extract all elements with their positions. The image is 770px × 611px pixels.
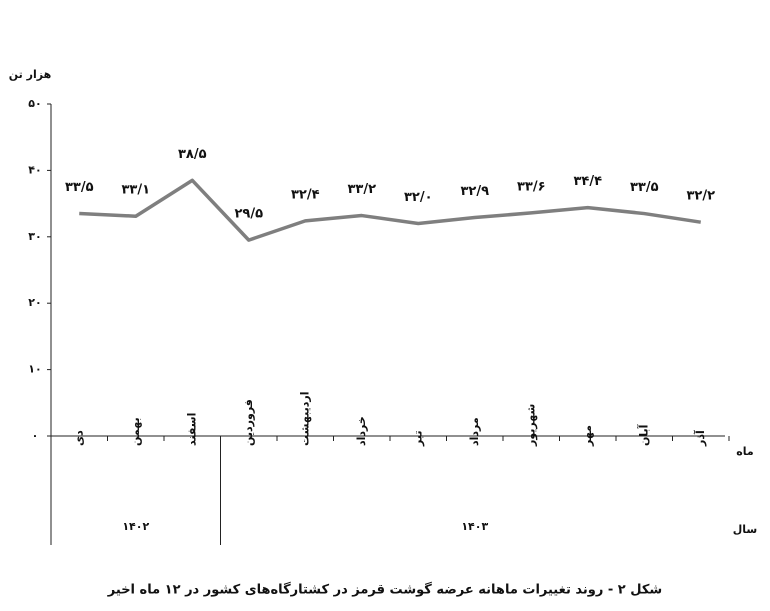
data-label: ۳۲/۰ bbox=[404, 190, 433, 205]
y-tick-label: ۵۰ bbox=[28, 97, 41, 110]
x-tick-label: تیر bbox=[411, 431, 424, 447]
chart-title: شکل ۲ - روند تغییرات ماهانه عرضه گوشت قر… bbox=[107, 582, 662, 598]
x-tick-label: بهمن bbox=[129, 417, 142, 446]
data-label: ۳۴/۴ bbox=[573, 174, 602, 189]
y-tick-label: ۰ bbox=[32, 429, 39, 442]
y-tick-label: ۳۰ bbox=[28, 230, 41, 243]
data-label: ۳۸/۵ bbox=[178, 147, 207, 162]
data-label: ۳۳/۶ bbox=[517, 179, 546, 194]
x-tick-label: خرداد bbox=[355, 416, 368, 446]
x-tick-label: اسفند bbox=[185, 413, 198, 446]
y-tick-label: ۲۰ bbox=[28, 296, 41, 309]
data-label: ۳۳/۵ bbox=[65, 180, 94, 195]
group-label: ۱۴۰۲ bbox=[122, 520, 149, 533]
group-label: سال bbox=[733, 523, 758, 536]
data-label: ۳۳/۵ bbox=[630, 180, 659, 195]
data-label: ۳۳/۱ bbox=[121, 183, 150, 198]
x-tick-label: مهر bbox=[581, 425, 594, 447]
x-tick-label: فروردین bbox=[242, 399, 255, 446]
x-axis-label: ماه bbox=[736, 445, 753, 458]
group-label: ۱۴۰۳ bbox=[461, 520, 488, 533]
line bbox=[79, 178, 702, 242]
data-label: ۲۹/۵ bbox=[234, 207, 263, 222]
data-label: ۳۲/۲ bbox=[686, 189, 715, 204]
x-tick-label: آذر bbox=[693, 430, 707, 447]
x-tick-label: اردیبهشت bbox=[298, 392, 311, 446]
data-label: ۳۲/۹ bbox=[460, 184, 489, 199]
x-tick-label: آبان bbox=[636, 424, 650, 446]
x-tick-label: شهریور bbox=[524, 404, 537, 447]
data-label: ۳۳/۲ bbox=[347, 182, 376, 197]
y-tick-label: ۱۰ bbox=[28, 363, 41, 376]
x-tick-label: دی bbox=[72, 430, 85, 446]
y-tick-label: ۴۰ bbox=[28, 163, 41, 176]
x-tick-label: مرداد bbox=[468, 417, 481, 446]
y-axis-label: هزار تن bbox=[9, 68, 51, 81]
data-label: ۳۲/۴ bbox=[291, 187, 320, 202]
